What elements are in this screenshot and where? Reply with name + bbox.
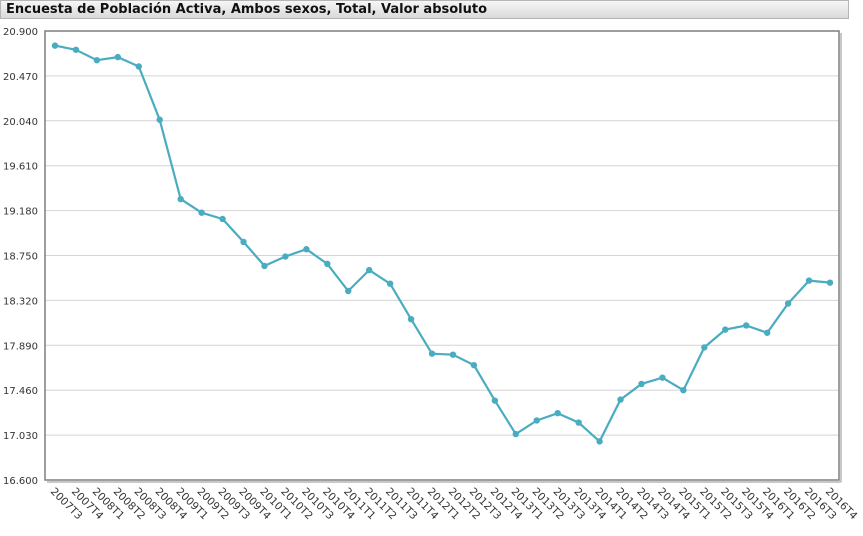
data-point[interactable] xyxy=(177,195,184,203)
data-point[interactable] xyxy=(240,238,247,246)
y-tick-label: 19.180 xyxy=(3,207,38,218)
chart-title-bar: Encuesta de Población Activa, Ambos sexo… xyxy=(0,0,849,19)
data-point[interactable] xyxy=(701,344,708,351)
data-point[interactable] xyxy=(51,42,59,49)
y-tick-label: 20.040 xyxy=(3,117,38,128)
data-point[interactable] xyxy=(722,326,729,333)
data-point[interactable] xyxy=(470,361,478,369)
data-point[interactable] xyxy=(575,419,582,426)
data-point[interactable] xyxy=(135,63,142,70)
data-point[interactable] xyxy=(491,397,499,404)
data-point[interactable] xyxy=(324,260,331,268)
y-axis: 16.600 17.030 17.460 17.890 18.320 18.750 19.1… xyxy=(3,27,38,487)
data-point[interactable] xyxy=(805,277,813,284)
plot-frame xyxy=(44,30,840,481)
data-point[interactable] xyxy=(303,246,310,253)
y-tick-label: 16.600 xyxy=(3,476,38,487)
data-point[interactable] xyxy=(219,215,226,223)
data-point[interactable] xyxy=(638,380,645,388)
x-axis: 2007T32007T42008T12008T22008T32008T42009… xyxy=(48,486,860,523)
y-tick-label: 17.460 xyxy=(3,386,38,397)
data-point[interactable] xyxy=(114,53,122,61)
series-line xyxy=(54,44,831,443)
data-point[interactable] xyxy=(156,116,163,123)
data-point[interactable] xyxy=(554,409,561,417)
y-tick-label: 18.320 xyxy=(3,296,38,307)
y-tick-label: 17.890 xyxy=(3,341,38,352)
data-point[interactable] xyxy=(386,280,394,287)
data-point[interactable] xyxy=(93,57,101,64)
y-tick-label: 20.470 xyxy=(3,72,38,83)
grid-lines xyxy=(45,30,842,483)
data-point[interactable] xyxy=(617,396,624,403)
y-tick-label: 20.900 xyxy=(3,27,38,38)
data-point[interactable] xyxy=(596,438,603,445)
data-point[interactable] xyxy=(743,322,750,329)
data-point[interactable] xyxy=(512,430,520,438)
data-point[interactable] xyxy=(533,417,540,424)
data-point[interactable] xyxy=(198,209,205,216)
data-point[interactable] xyxy=(449,351,457,358)
data-point[interactable] xyxy=(72,46,80,53)
data-point[interactable] xyxy=(659,374,666,381)
data-point[interactable] xyxy=(407,315,415,323)
data-point[interactable] xyxy=(680,387,687,394)
data-point[interactable] xyxy=(365,266,373,274)
data-point[interactable] xyxy=(282,253,289,260)
data-points xyxy=(51,42,834,445)
y-tick-label: 17.030 xyxy=(3,431,38,442)
data-point[interactable] xyxy=(428,350,436,357)
y-tick-label: 18.750 xyxy=(3,252,38,263)
data-point[interactable] xyxy=(826,279,834,286)
data-point[interactable] xyxy=(261,262,268,270)
chart-title: Encuesta de Población Activa, Ambos sexo… xyxy=(6,2,488,17)
y-tick-label: 19.610 xyxy=(3,162,38,173)
data-point[interactable] xyxy=(784,300,792,307)
data-point[interactable] xyxy=(345,287,352,295)
data-point[interactable] xyxy=(763,329,771,336)
